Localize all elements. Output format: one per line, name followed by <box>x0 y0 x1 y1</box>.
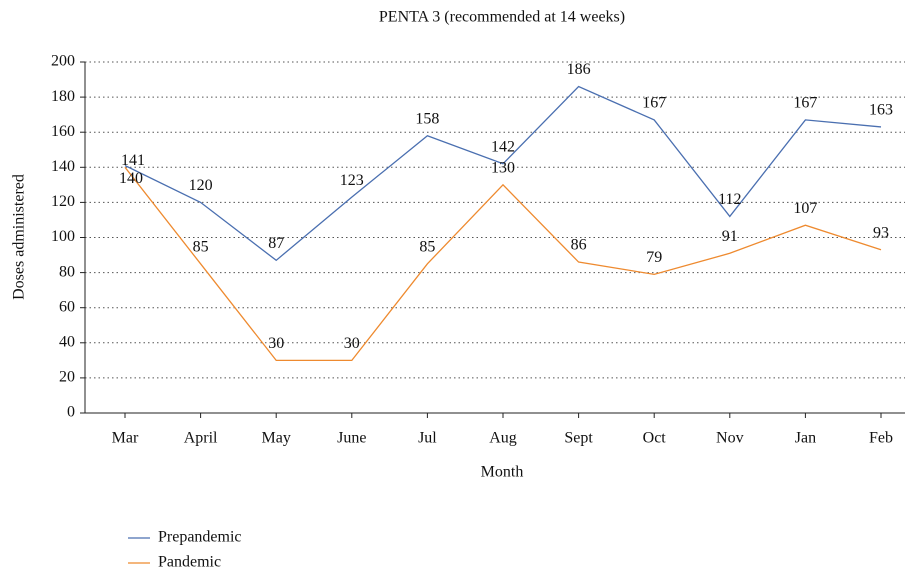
data-label: 30 <box>268 335 284 352</box>
data-label: 167 <box>793 95 817 112</box>
data-label: 158 <box>415 110 439 127</box>
x-tick-label: Oct <box>643 430 667 447</box>
y-tick-label: 20 <box>59 369 75 386</box>
x-tick-label: Jan <box>795 430 816 447</box>
y-tick-label: 0 <box>67 404 75 421</box>
data-label: 93 <box>873 224 889 241</box>
x-tick-label: Mar <box>112 430 139 447</box>
legend-label: Prepandemic <box>158 529 242 546</box>
chart-title: PENTA 3 (recommended at 14 weeks) <box>379 9 625 26</box>
y-tick-label: 40 <box>59 333 75 350</box>
x-tick-label: Jul <box>418 430 437 447</box>
y-tick-label: 180 <box>51 88 75 105</box>
data-label: 85 <box>419 238 435 255</box>
data-label: 142 <box>491 138 515 155</box>
data-label: 130 <box>491 160 515 177</box>
data-label: 163 <box>869 102 893 119</box>
data-label: 120 <box>189 177 213 194</box>
data-label: 86 <box>571 237 587 254</box>
data-label: 87 <box>268 235 284 252</box>
y-tick-label: 140 <box>51 158 75 175</box>
x-tick-label: Nov <box>716 430 744 447</box>
x-tick-label: April <box>184 430 218 447</box>
data-label: 30 <box>344 335 360 352</box>
data-label: 167 <box>642 95 666 112</box>
data-label: 123 <box>340 172 364 189</box>
y-tick-label: 200 <box>51 53 75 70</box>
data-label: 140 <box>119 170 143 187</box>
x-tick-label: Sept <box>564 430 593 447</box>
data-label: 186 <box>567 61 591 78</box>
y-tick-label: 160 <box>51 123 75 140</box>
data-label: 141 <box>121 152 145 169</box>
x-tick-label: Aug <box>489 430 517 447</box>
y-tick-label: 60 <box>59 298 75 315</box>
series-line <box>124 166 882 362</box>
y-tick-label: 120 <box>51 193 75 210</box>
x-tick-label: Feb <box>869 430 893 447</box>
y-tick-label: 80 <box>59 263 75 280</box>
data-label: 85 <box>193 238 209 255</box>
data-label: 79 <box>646 249 662 266</box>
y-axis-label: Doses administered <box>11 174 28 300</box>
data-label: 107 <box>793 200 817 217</box>
data-label: 112 <box>718 191 741 208</box>
x-tick-label: May <box>262 430 291 447</box>
legend-label: Pandemic <box>158 554 221 571</box>
x-axis-label: Month <box>481 464 524 481</box>
series-line <box>124 85 882 262</box>
data-label: 91 <box>722 228 738 245</box>
y-tick-label: 100 <box>51 228 75 245</box>
x-tick-label: June <box>337 430 366 447</box>
